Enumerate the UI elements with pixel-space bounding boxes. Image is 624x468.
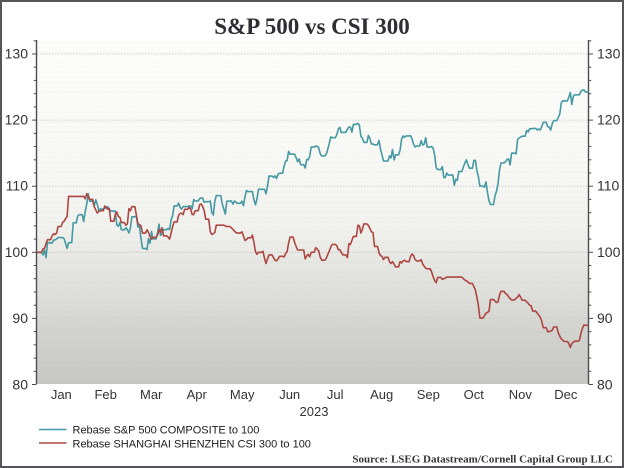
svg-text:S&P 500 vs CSI 300: S&P 500 vs CSI 300 (214, 14, 410, 39)
svg-text:130: 130 (5, 46, 29, 62)
svg-text:Jul: Jul (327, 387, 344, 402)
svg-text:100: 100 (597, 244, 621, 260)
svg-text:Aug: Aug (370, 387, 393, 402)
svg-text:Rebase S&P 500 COMPOSITE to 10: Rebase S&P 500 COMPOSITE to 100 (73, 425, 260, 437)
svg-text:Mar: Mar (140, 387, 163, 402)
svg-text:Nov: Nov (509, 387, 533, 402)
svg-text:Sep: Sep (417, 387, 440, 402)
svg-text:2023: 2023 (300, 404, 329, 419)
svg-text:Rebase SHANGHAI SHENZHEN CSI 3: Rebase SHANGHAI SHENZHEN CSI 300 to 100 (73, 439, 311, 451)
svg-text:90: 90 (12, 310, 28, 326)
svg-text:Jan: Jan (51, 387, 72, 402)
svg-text:120: 120 (5, 112, 29, 128)
svg-text:Oct: Oct (464, 387, 485, 402)
svg-text:May: May (230, 387, 255, 402)
svg-text:Feb: Feb (94, 387, 116, 402)
svg-text:80: 80 (12, 377, 28, 393)
svg-text:Dec: Dec (554, 387, 578, 402)
svg-text:120: 120 (597, 112, 621, 128)
svg-text:110: 110 (6, 178, 29, 194)
svg-text:130: 130 (597, 46, 621, 62)
svg-text:Source: LSEG Datastream/Cornel: Source: LSEG Datastream/Cornell Capital … (352, 454, 613, 466)
svg-text:Jun: Jun (279, 387, 300, 402)
svg-text:100: 100 (5, 244, 29, 260)
svg-text:110: 110 (597, 178, 620, 194)
svg-text:90: 90 (597, 310, 613, 326)
svg-text:Apr: Apr (187, 387, 208, 402)
svg-text:80: 80 (597, 377, 613, 393)
